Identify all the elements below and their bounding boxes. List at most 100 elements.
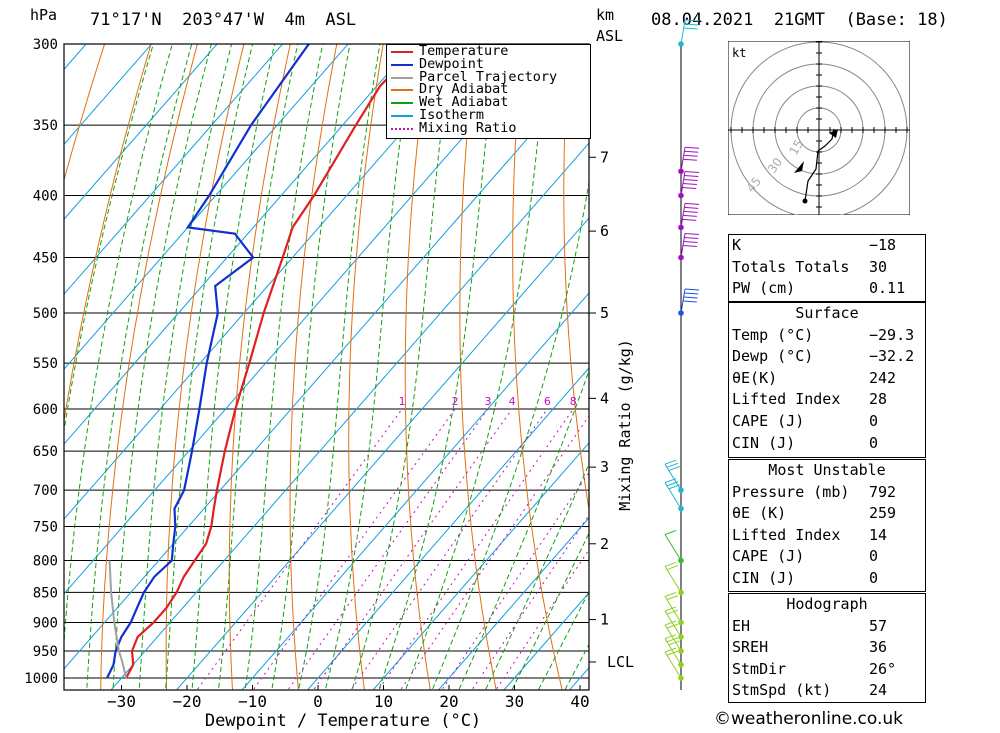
surface-dewp-label: Dewp (°C) bbox=[732, 347, 814, 366]
hodograph-ticks bbox=[730, 41, 908, 208]
legend-item: Isotherm bbox=[387, 108, 590, 122]
barb-flag bbox=[682, 182, 697, 185]
wind-barb bbox=[680, 233, 700, 258]
barb-flag bbox=[664, 620, 677, 626]
legend-swatch bbox=[391, 127, 413, 130]
barb-shaft bbox=[664, 610, 682, 638]
legend-item: Temperature bbox=[387, 43, 590, 59]
legend-label: Dewpoint bbox=[419, 55, 485, 72]
x-tick-label: 0 bbox=[313, 692, 323, 711]
barb-flag bbox=[682, 186, 697, 189]
mixing-ratio-line bbox=[252, 408, 456, 690]
mixing-ratio-label: 1 bbox=[399, 395, 406, 408]
hodograph: kt 15 30 45 bbox=[728, 41, 910, 215]
wind-barb bbox=[664, 634, 682, 665]
wind-barb-dot bbox=[678, 310, 684, 316]
barb-flag bbox=[684, 233, 700, 236]
wet-adiabat bbox=[405, 44, 549, 690]
legend-swatch bbox=[391, 51, 413, 53]
legend-item: Parcel Trajectory bbox=[387, 70, 590, 84]
legend-label: Temperature bbox=[419, 43, 509, 59]
dewpoint-line bbox=[106, 44, 310, 679]
axes: 3003504004505005506006507007508008509009… bbox=[24, 37, 634, 731]
x-tick-label: −20 bbox=[173, 692, 202, 711]
mu-cin-value: 0 bbox=[869, 568, 879, 587]
km-tick-label: 5 bbox=[600, 304, 609, 322]
wet-adiabat bbox=[218, 44, 299, 690]
pressure-tick-700: 700 bbox=[33, 483, 58, 499]
surface-li-label: Lifted Index bbox=[732, 390, 841, 409]
barb-flag bbox=[666, 565, 679, 571]
dry-adiabat bbox=[459, 44, 497, 690]
dry-adiabat bbox=[0, 26, 18, 704]
mu-cin-label: CIN (J) bbox=[732, 568, 796, 587]
wet-adiabat bbox=[86, 44, 193, 690]
mu-li-label: Lifted Index bbox=[732, 525, 841, 544]
totals-label: Totals Totals bbox=[732, 257, 850, 276]
surface-table: Surface Temp (°C) −29.3 Dewp (°C) −32.2 θE… bbox=[728, 302, 926, 458]
datetime-title: 08.04.2021 21GMT (Base: 18) bbox=[651, 10, 948, 30]
wet-adiabat bbox=[458, 369, 589, 690]
barb-flag bbox=[666, 462, 679, 468]
barb-flag bbox=[664, 592, 677, 597]
plot-frame bbox=[63, 43, 590, 691]
mixing-ratio-line bbox=[399, 415, 589, 690]
pressure-tick-350: 350 bbox=[33, 118, 58, 134]
copyright-link[interactable]: ©weatheronline.co.uk bbox=[714, 709, 904, 729]
asl-unit-label: ASL bbox=[596, 27, 624, 45]
wet-adiabat bbox=[64, 44, 154, 434]
mixing-ratio-label: 3 bbox=[484, 395, 491, 408]
barb-flag bbox=[683, 241, 698, 244]
km-tick-label: 1 bbox=[600, 611, 609, 629]
barb-flag bbox=[683, 178, 698, 181]
wet-adiabat bbox=[511, 532, 589, 690]
km-tick-label: 7 bbox=[600, 148, 609, 166]
sreh-label: SREH bbox=[732, 638, 769, 657]
hodograph-surface-point bbox=[802, 198, 808, 204]
barb-flag bbox=[684, 288, 700, 291]
isotherm bbox=[64, 67, 589, 670]
surface-title: Surface bbox=[795, 304, 859, 322]
surface-li-value: 28 bbox=[869, 390, 888, 409]
mixing-ratio-line bbox=[312, 408, 513, 690]
barb-flag bbox=[683, 210, 698, 213]
isotherm bbox=[64, 44, 349, 370]
mixing-ratio-line bbox=[441, 471, 589, 690]
legend-swatch bbox=[391, 102, 413, 105]
legend-item: Wet Adiabat bbox=[387, 95, 590, 109]
wind-barb bbox=[664, 530, 682, 561]
mixing-ratio-label: 6 bbox=[544, 395, 551, 408]
x-axis-title: Dewpoint / Temperature (°C) bbox=[205, 711, 481, 731]
wet-adiabat bbox=[244, 44, 324, 690]
unstable-table: Most Unstable Pressure (mb) 792 θE (K) 259… bbox=[728, 459, 926, 592]
wind-barb bbox=[664, 620, 682, 652]
barb-flag bbox=[684, 146, 700, 149]
wind-barb bbox=[680, 170, 700, 196]
barb-flag bbox=[682, 218, 697, 221]
pressure-tick-450: 450 bbox=[33, 251, 58, 267]
pressure-tick-950: 950 bbox=[33, 644, 58, 660]
x-tick-label: 40 bbox=[570, 692, 589, 711]
ring-label-15: 15 bbox=[786, 137, 806, 157]
wet-adiabat bbox=[351, 44, 453, 690]
barb-flag bbox=[682, 300, 697, 303]
wet-adiabat bbox=[271, 44, 351, 690]
barb-flag bbox=[684, 23, 699, 26]
barb-shaft bbox=[664, 651, 682, 679]
dry-adiabat bbox=[938, 26, 1000, 704]
km-tick-label: 3 bbox=[600, 458, 609, 476]
barb-shaft bbox=[664, 534, 682, 561]
pressure-tick-800: 800 bbox=[33, 553, 58, 569]
wet-adiabat bbox=[165, 44, 254, 690]
x-tick-label: 10 bbox=[374, 692, 393, 711]
stmspd-label: StmSpd (kt) bbox=[732, 681, 832, 700]
km-tick-label: 6 bbox=[600, 222, 609, 240]
pressure-tick-400: 400 bbox=[33, 188, 58, 204]
pressure-tick-1000: 1000 bbox=[24, 671, 58, 687]
barb-flag bbox=[684, 150, 699, 153]
pressure-tick-500: 500 bbox=[33, 306, 58, 322]
barb-flag bbox=[684, 174, 699, 177]
eh-value: 57 bbox=[869, 616, 888, 635]
wind-barb bbox=[664, 606, 682, 638]
